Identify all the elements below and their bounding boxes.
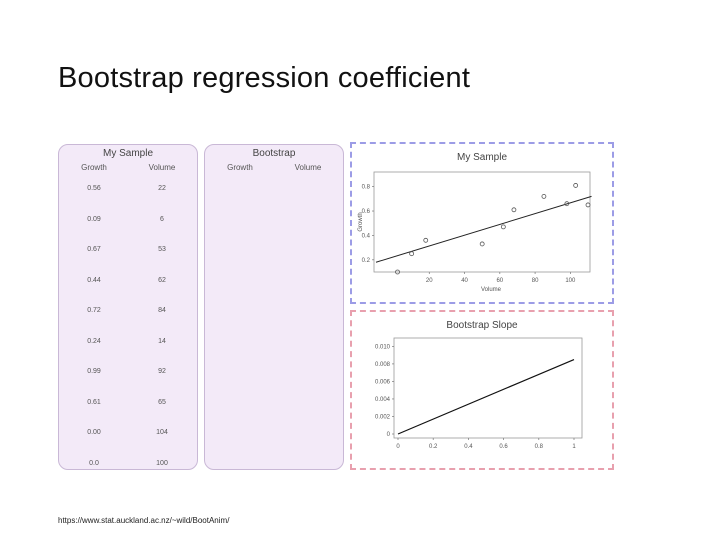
scatter-y-tick-label: 0.2 <box>362 258 371 264</box>
table-row: 0.0 100 <box>59 460 197 472</box>
scatter-y-tick-label: 0.8 <box>362 185 371 191</box>
volume-cell: 92 <box>158 368 166 375</box>
volume-cell: 6 <box>160 215 164 223</box>
scatter-point <box>409 251 415 257</box>
slope-x-tick-label: 0.4 <box>464 444 473 450</box>
bootstrap-col-growth-header: Growth <box>227 163 253 172</box>
slope-y-tick-label: 0.004 <box>375 397 391 403</box>
growth-cell: 0.72 <box>87 307 101 314</box>
volume-cell: 100 <box>156 459 168 467</box>
slope-y-tick-label: 0 <box>387 432 391 438</box>
volume-cell: 14 <box>158 337 166 345</box>
scatter-x-tick-label: 40 <box>461 278 468 284</box>
scatter-x-axis-label: Volume <box>481 287 502 293</box>
scatter-svg: 0.2 0.4 0.6 0.8 20 40 60 80 100 Volume Growth <box>358 171 592 293</box>
table-row: 0.56 22 <box>59 185 197 197</box>
volume-cell: 62 <box>158 276 166 284</box>
sample-col-growth-header: Growth <box>81 163 107 172</box>
table-row: 0.67 53 <box>59 246 197 258</box>
bootstrap-col-volume-header: Volume <box>294 163 322 172</box>
footer-url[interactable]: https://www.stat.auckland.ac.nz/~wild/Bo… <box>58 516 230 525</box>
table-row: 0.24 14 <box>59 338 197 350</box>
growth-cell: 0.61 <box>87 398 101 406</box>
slope-y-tick-label: 0.010 <box>375 344 391 350</box>
volume-cell: 65 <box>158 398 166 406</box>
volume-cell: 53 <box>158 246 166 253</box>
slope-y-tick-label: 0.008 <box>375 362 391 368</box>
growth-cell: 0.67 <box>87 246 101 253</box>
scatter-y-tick-label: 0.4 <box>362 233 371 239</box>
scatter-point <box>500 224 506 230</box>
growth-cell: 0.09 <box>87 215 101 223</box>
slope-x-tick-label: 0.8 <box>535 444 544 450</box>
slope-svg: 0 0.002 0.004 0.006 0.008 0.010 0 0.2 0.4 0.6 0.8 1 <box>375 337 583 450</box>
slope-y-tick-label: 0.002 <box>375 414 391 420</box>
table-row: 0.44 62 <box>59 277 197 289</box>
scatter-point <box>573 183 579 188</box>
bootstrap-slope-line <box>397 358 575 435</box>
sample-col-volume-header: Volume <box>148 163 176 172</box>
slope-y-tick-label: 0.006 <box>375 379 391 385</box>
slope-x-tick-label: 1 <box>572 444 576 450</box>
scatter-point <box>511 207 517 213</box>
scatter-point <box>585 202 591 208</box>
scatter-point <box>423 237 429 243</box>
growth-cell: 0.99 <box>87 368 101 375</box>
table-row: 0.72 84 <box>59 307 197 319</box>
sample-table-title: My Sample <box>102 148 153 159</box>
growth-cell: 0.0 <box>89 459 99 467</box>
volume-cell: 84 <box>158 307 166 314</box>
scatter-x-tick-label: 20 <box>426 278 433 284</box>
scatter-y-tick-label: 0.6 <box>362 209 371 215</box>
scatter-point <box>395 269 400 275</box>
scatter-x-tick-label: 60 <box>496 278 503 284</box>
scatter-x-tick-label: 80 <box>532 278 539 284</box>
growth-cell: 0.00 <box>87 429 101 436</box>
slide-title: Bootstrap regression coefficient <box>58 62 471 94</box>
table-row: 0.99 92 <box>59 368 197 380</box>
bootstrap-table-panel: Bootstrap Growth Volume <box>204 144 344 470</box>
scatter-point <box>541 193 547 199</box>
slope-x-tick-label: 0.2 <box>429 444 438 450</box>
scatter-point <box>564 201 570 207</box>
slope-plot-frame <box>393 337 583 439</box>
sample-scatter-plot: My Sample 0.2 0.4 0.6 0.8 20 40 60 80 100 Volume G… <box>350 142 614 304</box>
scatter-plot-title: My Sample <box>456 152 507 163</box>
table-row: 0.09 6 <box>59 216 197 228</box>
sample-table-panel: My Sample Growth Volume 0.56 22 0.09 6 0.67 5… <box>58 144 198 470</box>
slope-x-tick-label: 0.6 <box>499 444 508 450</box>
volume-cell: 104 <box>156 429 168 436</box>
scatter-y-axis-label: Growth <box>358 212 364 231</box>
slope-plot-title: Bootstrap Slope <box>446 320 518 331</box>
bootstrap-slope-plot: Bootstrap Slope 0 0.002 0.004 0.006 0.008 0.0… <box>350 310 614 470</box>
scatter-point <box>479 241 485 247</box>
scatter-x-tick-label: 100 <box>565 278 576 284</box>
regression-line <box>375 195 592 263</box>
table-row: 0.00 104 <box>59 429 197 441</box>
growth-cell: 0.56 <box>87 185 101 192</box>
growth-cell: 0.24 <box>87 337 101 345</box>
volume-cell: 22 <box>158 185 166 192</box>
slope-x-tick-label: 0 <box>396 444 400 450</box>
scatter-plot-frame <box>373 171 591 273</box>
table-row: 0.61 65 <box>59 399 197 411</box>
growth-cell: 0.44 <box>87 276 101 284</box>
bootstrap-table-title: Bootstrap <box>252 148 296 159</box>
